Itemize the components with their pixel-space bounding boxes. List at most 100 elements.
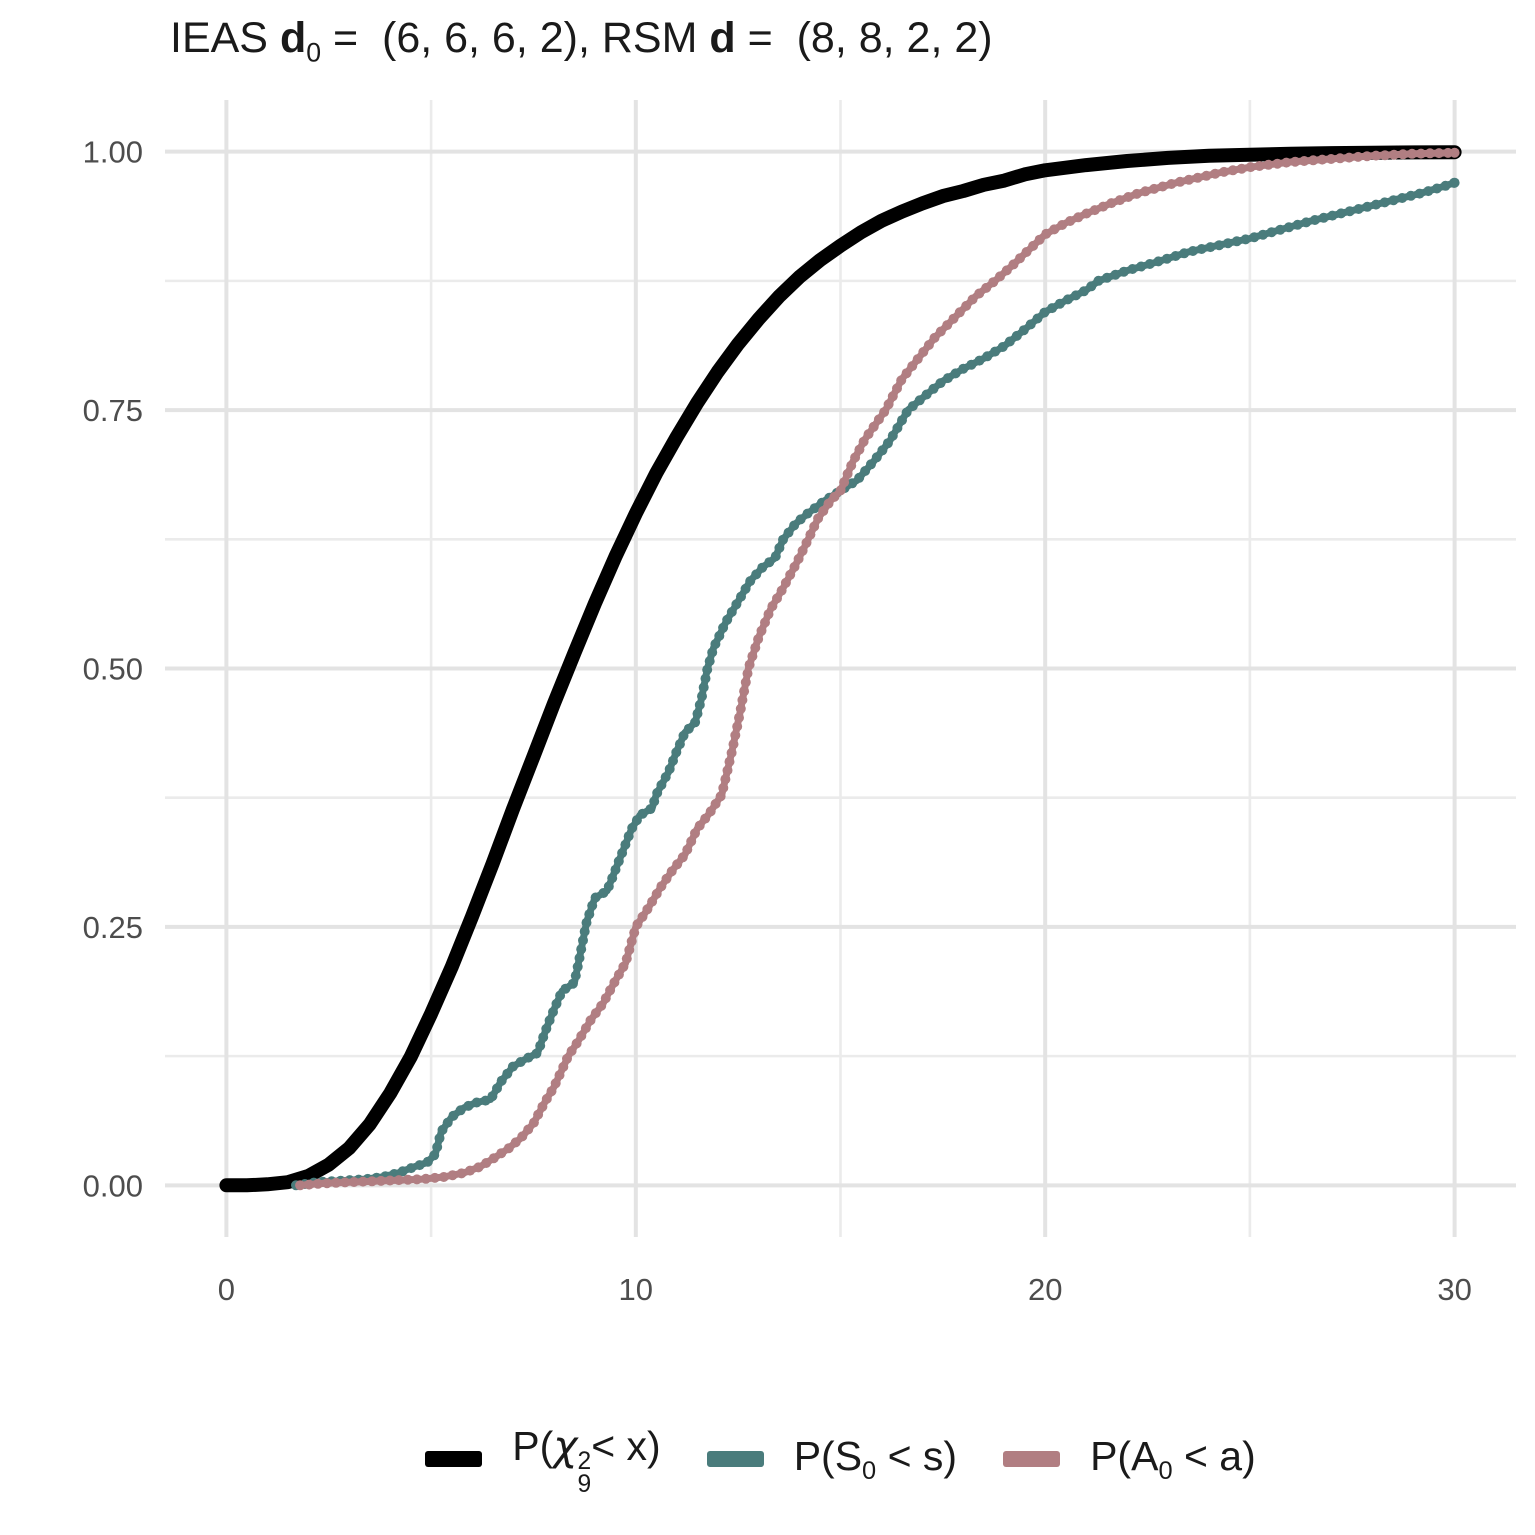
data-dot <box>1326 154 1337 164</box>
data-dot <box>538 1032 549 1043</box>
legend-label-A0-ecdf: P(A0 < a) <box>1090 1432 1256 1485</box>
data-dot <box>629 927 640 938</box>
data-dot <box>1398 149 1408 160</box>
data-dot <box>866 459 876 470</box>
data-dot <box>1379 197 1390 208</box>
data-dot <box>1249 232 1260 243</box>
data-dot <box>850 452 861 463</box>
data-dot <box>1425 148 1435 159</box>
data-dot <box>722 614 733 625</box>
data-dot <box>1344 152 1355 163</box>
data-dot <box>778 534 788 545</box>
data-dot <box>1353 204 1364 214</box>
data-dot <box>613 856 624 867</box>
data-dot <box>1414 188 1425 199</box>
data-dot <box>948 313 959 324</box>
data-dot <box>652 787 663 798</box>
data-dot <box>331 1177 341 1188</box>
data-dot <box>809 521 820 532</box>
data-dot <box>935 378 946 389</box>
data-dot <box>618 961 629 972</box>
data-dot <box>656 881 667 892</box>
data-dot <box>726 747 737 758</box>
data-dot <box>797 545 808 556</box>
data-dot <box>745 576 756 587</box>
data-dot <box>637 911 648 922</box>
data-dot <box>590 892 601 903</box>
data-dot <box>632 919 643 930</box>
legend-item-S0-ecdf: P(S0 < s) <box>706 1432 958 1486</box>
data-dot <box>397 1166 408 1177</box>
data-dot <box>1021 247 1032 257</box>
legend-key-chi-squared-9-cdf <box>425 1451 483 1468</box>
data-dot <box>914 395 925 406</box>
data-dot <box>295 1180 306 1191</box>
data-dot <box>581 917 592 928</box>
data-dot <box>871 452 882 463</box>
data-dot <box>1327 210 1338 221</box>
data-dot <box>1179 248 1190 259</box>
x-tick-label: 10 <box>619 1272 653 1307</box>
data-dot <box>613 969 624 980</box>
data-dot <box>901 407 912 418</box>
data-dot <box>1201 170 1212 181</box>
data-dot <box>664 764 675 774</box>
data-dot <box>1254 161 1265 171</box>
data-dot <box>607 873 618 884</box>
data-dot <box>598 888 609 898</box>
data-dot <box>1290 156 1301 167</box>
data-dot <box>809 503 820 514</box>
data-dot <box>631 815 642 826</box>
data-dot <box>1196 244 1207 254</box>
x-tick-label: 0 <box>218 1272 235 1307</box>
data-dot <box>990 346 1000 357</box>
data-dot <box>1093 275 1104 286</box>
legend-key-A0-ecdf <box>1003 1451 1061 1468</box>
data-dot <box>958 363 969 374</box>
data-dot <box>523 1052 534 1063</box>
data-dot <box>763 609 774 620</box>
data-dot <box>995 271 1005 282</box>
data-dot <box>528 1117 539 1128</box>
data-dot <box>448 1110 459 1121</box>
data-dot <box>492 1083 502 1094</box>
data-dot <box>764 557 775 568</box>
data-dot <box>1073 212 1084 223</box>
data-dot <box>1001 265 1012 276</box>
data-dot <box>541 1023 552 1034</box>
data-dot <box>548 1007 558 1017</box>
data-dot <box>1449 177 1460 188</box>
data-dot <box>739 686 750 697</box>
data-dot <box>576 944 587 955</box>
data-dot <box>503 1143 514 1154</box>
data-dot <box>988 277 999 288</box>
data-dot <box>1025 319 1036 330</box>
curve-dots-S0-ecdf <box>291 177 1460 1191</box>
data-dot <box>496 1148 507 1159</box>
data-dot <box>847 478 858 489</box>
data-dot <box>981 282 992 293</box>
data-dot <box>1205 242 1216 253</box>
data-dot <box>510 1137 521 1148</box>
data-dot <box>603 881 614 892</box>
curve-chi-squared-9-cdf <box>219 145 1462 1193</box>
data-dot <box>1041 228 1052 239</box>
data-dot <box>1388 195 1399 206</box>
data-dot <box>760 617 770 628</box>
data-dot <box>656 780 667 790</box>
legend-label-S0-ecdf: P(S0 < s) <box>793 1432 958 1485</box>
data-dot <box>456 1168 467 1179</box>
data-dot <box>411 1174 422 1185</box>
data-dot <box>584 909 595 920</box>
data-dot <box>668 755 678 766</box>
data-dot <box>1028 240 1039 251</box>
data-dot <box>720 774 731 785</box>
data-dot <box>700 813 711 824</box>
data-dot <box>1317 154 1328 165</box>
data-dot <box>1008 259 1019 270</box>
x-tick-label: 20 <box>1028 1272 1062 1307</box>
data-dot <box>757 562 768 573</box>
data-dot <box>647 896 658 907</box>
data-dot <box>1281 157 1292 168</box>
data-dot <box>702 664 713 675</box>
